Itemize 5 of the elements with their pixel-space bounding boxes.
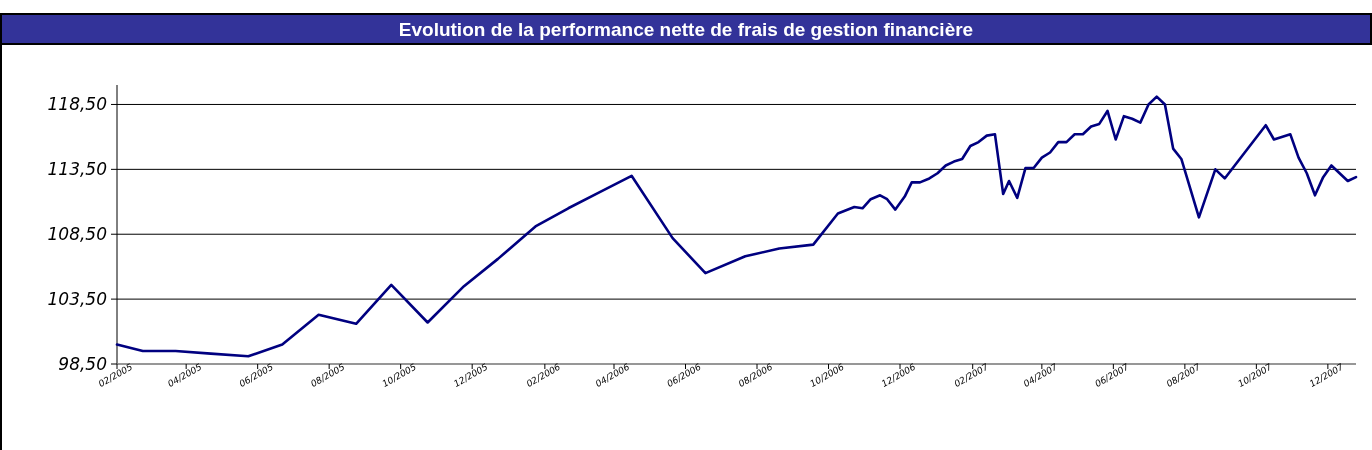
y-tick-label: 103,50: [47, 289, 107, 310]
y-tick-label: 118,50: [47, 94, 107, 115]
y-tick-label: 113,50: [47, 159, 107, 180]
y-tick-label: 108,50: [47, 224, 107, 245]
chart-title: Evolution de la performance nette de frais de gestion financière: [398, 19, 974, 40]
